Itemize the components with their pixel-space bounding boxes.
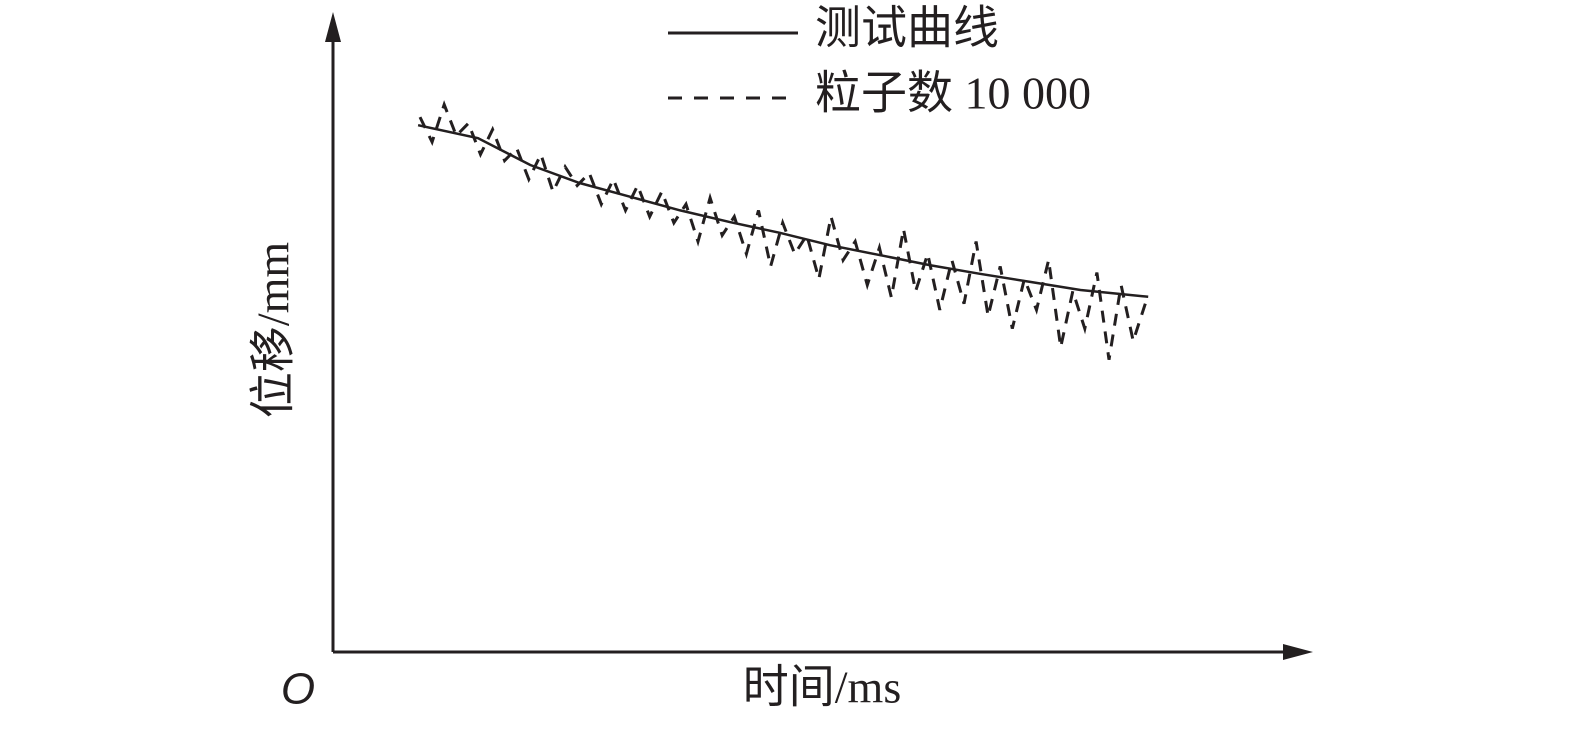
- series-line: [417, 123, 1149, 299]
- y-axis-label: 位移/mm: [248, 242, 299, 419]
- x-axis-label: 时间/ms: [743, 662, 901, 713]
- series-line: [418, 100, 1147, 360]
- legend-label: 测试曲线: [815, 3, 999, 54]
- origin-label: O: [281, 665, 315, 714]
- x-axis-arrow: [1283, 644, 1313, 660]
- axes: [331, 30, 1295, 654]
- y-axis-arrow: [325, 12, 341, 42]
- legend-label: 粒子数 10 000: [815, 68, 1091, 119]
